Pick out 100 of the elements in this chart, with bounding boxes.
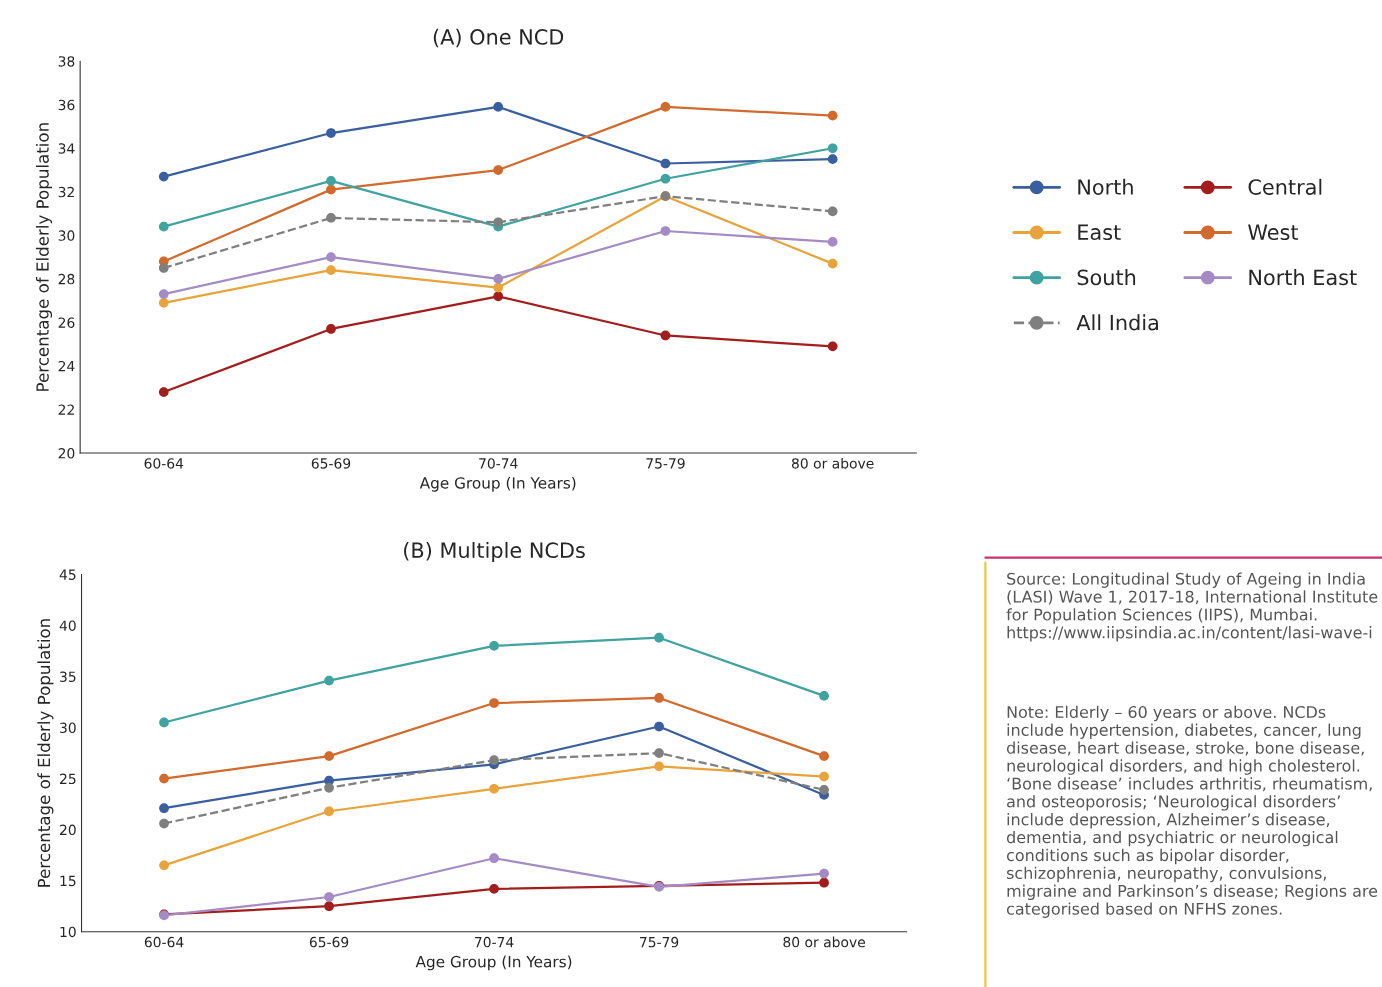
point (489, 883, 499, 894)
point (827, 143, 838, 154)
point (326, 184, 336, 195)
point (159, 818, 169, 829)
point (660, 102, 671, 112)
point (158, 297, 169, 308)
point (819, 751, 829, 761)
y-tick-label: 45 (59, 569, 76, 580)
y-tick-label: 24 (58, 360, 75, 372)
point (493, 165, 504, 175)
point (654, 632, 664, 643)
legend-label: Central (1248, 178, 1322, 195)
point (489, 698, 499, 708)
y-tick-label: 20 (58, 448, 75, 459)
source-note: Source: Longitudinal Study of Ageing in India (LASI) Wave 1, 2017-18, International Institute for Population Sciences (IIPS), Mumbai. https://www.iipsindia.ac.in/content/lasi-wave-i (1006, 572, 1378, 642)
point (493, 291, 504, 302)
x-tick-label: 70-74 (479, 458, 518, 469)
point (158, 221, 169, 232)
point (493, 102, 504, 112)
point (654, 693, 664, 703)
point (324, 675, 334, 686)
point (158, 171, 169, 182)
point (819, 771, 829, 782)
point (819, 877, 829, 888)
y-tick-label: 20 (60, 824, 76, 836)
point (326, 252, 336, 262)
point (324, 782, 334, 793)
y-axis-title: Percentage of Elderly Population (35, 123, 53, 391)
y-tick-label: 34 (58, 143, 75, 154)
point (326, 128, 336, 138)
point (654, 721, 664, 732)
y-tick-label: 15 (60, 875, 76, 887)
point (158, 387, 169, 397)
x-tick-label: 60-64 (144, 936, 184, 948)
point (660, 330, 671, 341)
legend-label: North East (1249, 269, 1357, 286)
point (654, 761, 664, 772)
point (326, 324, 336, 334)
point (489, 853, 499, 864)
x-tick-label: 70-74 (475, 936, 514, 948)
y-tick-label: 30 (58, 230, 75, 241)
point (819, 784, 829, 795)
point (159, 717, 169, 728)
point (827, 341, 838, 352)
point (326, 265, 336, 276)
point (493, 217, 504, 228)
x-tick-label: 65-69 (309, 936, 349, 948)
x-tick-label: 75-79 (646, 458, 685, 469)
x-tick-label: 80 or above (783, 936, 865, 948)
y-tick-label: 10 (60, 926, 76, 938)
y-tick-label: 32 (58, 186, 74, 198)
x-tick-label: 60-64 (144, 458, 184, 469)
legend-label: West (1248, 224, 1299, 241)
point (324, 901, 334, 912)
x-tick-label: 80 or above (791, 457, 874, 469)
point (660, 158, 671, 169)
legend-label: North (1078, 178, 1133, 195)
legend-label: South (1077, 269, 1136, 286)
y-tick-label: 40 (59, 620, 76, 631)
y-tick-label: 36 (58, 99, 75, 111)
chart-title: (B) Multiple NCDs (404, 541, 585, 563)
point (158, 263, 169, 273)
y-tick-label: 25 (60, 773, 76, 785)
x-tick-label: 65-69 (311, 458, 351, 469)
x-axis-title: Age Group (In Years) (415, 955, 572, 971)
point (819, 691, 829, 701)
point (827, 258, 838, 269)
y-tick-label: 22 (58, 404, 74, 415)
point (654, 748, 664, 758)
chart-title: (A) One NCD (433, 28, 564, 48)
point (827, 237, 838, 247)
point (324, 806, 334, 817)
y-tick-label: 26 (58, 317, 75, 328)
point (819, 868, 829, 879)
point (493, 274, 504, 284)
x-tick-label: 75-79 (640, 936, 679, 948)
point (159, 860, 169, 871)
legend-label: East (1078, 224, 1121, 241)
legend-label: All India (1076, 314, 1158, 331)
y-tick-label: 38 (58, 56, 75, 67)
y-axis-title: Percentage of Elderly Population (37, 619, 54, 887)
point (489, 641, 499, 651)
point (827, 154, 838, 165)
point (489, 783, 499, 794)
point (159, 773, 169, 784)
text: Note: Elderly – 60 years or above. NCDs include hypertension, diabetes, cancer, lung disease, heart disease, stroke, bone disease, neurological disorders, and high cholesterol. ‘Bone disease’ includes arthritis, rheumatism, and osteoporosis; ‘Neurological disorders’ include depression, Alzheimer’s disease, dementia, and psychiatric or neurological conditions such as bipolar disorder, schizophrenia, neuropathy, convulsions, migraine and Parkinson’s disease; Regions are categorised based on NFHS zones. (1006, 705, 1378, 918)
point (660, 226, 671, 236)
point (326, 213, 336, 223)
point (493, 282, 504, 293)
point (158, 289, 169, 299)
point (827, 206, 838, 217)
point (489, 755, 499, 766)
point (326, 176, 336, 186)
point (324, 892, 334, 902)
point (827, 110, 838, 121)
x-axis-title: Age Group (In Years) (419, 476, 576, 492)
point (324, 751, 334, 761)
point (159, 803, 169, 814)
y-tick-label: 28 (58, 273, 75, 285)
y-tick-label: 30 (60, 722, 76, 734)
